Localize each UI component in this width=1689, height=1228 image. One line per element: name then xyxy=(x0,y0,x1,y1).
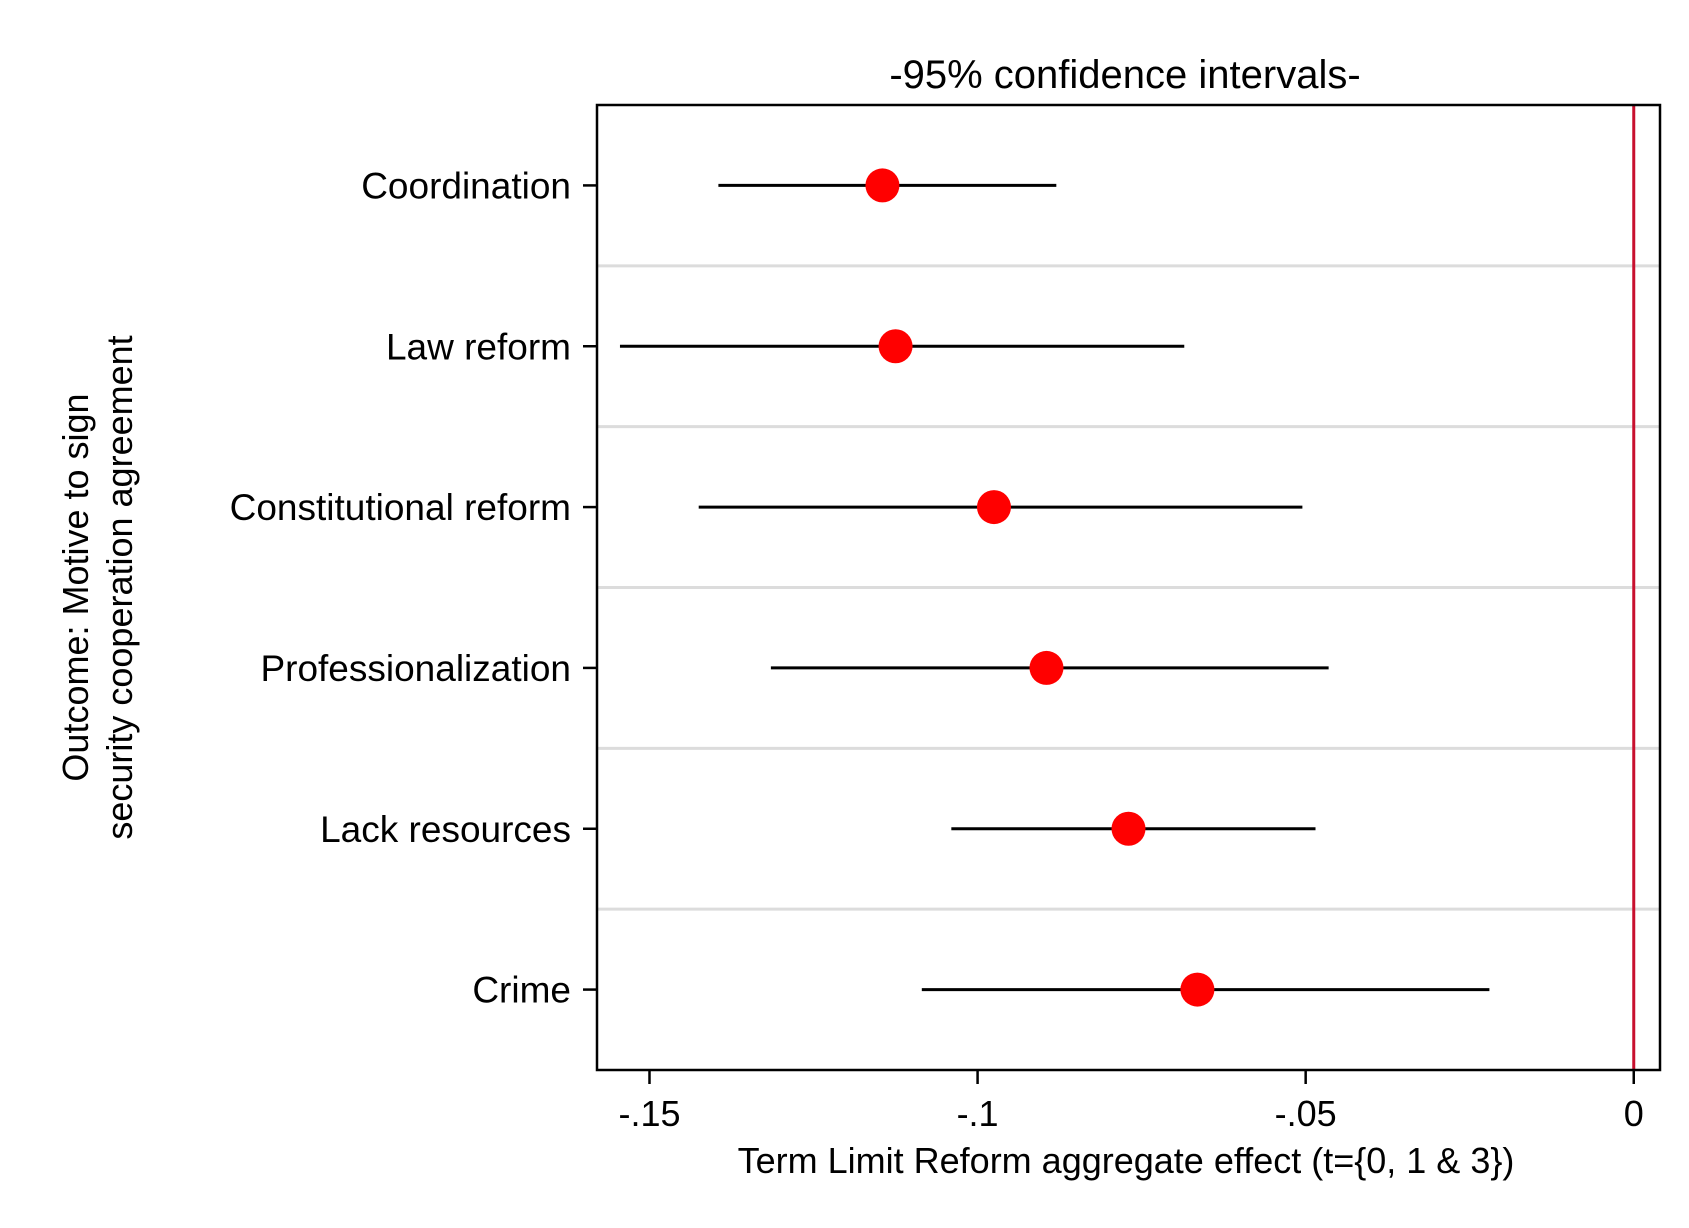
point-estimate xyxy=(865,168,900,203)
category-label: Coordination xyxy=(361,165,571,206)
point-estimate xyxy=(1029,650,1064,685)
x-tick-label: -.05 xyxy=(1275,1093,1337,1134)
point-estimate xyxy=(1111,811,1146,846)
x-tick-label: -.1 xyxy=(957,1093,999,1134)
x-axis-title: Term Limit Reform aggregate effect (t={0… xyxy=(738,1140,1515,1181)
category-label: Crime xyxy=(472,970,571,1011)
category-label: Law reform xyxy=(386,326,571,367)
point-estimate xyxy=(878,329,913,364)
y-axis-title-line-2: security cooperation agreement xyxy=(99,335,140,839)
category-label: Constitutional reform xyxy=(230,487,571,528)
point-estimate xyxy=(976,490,1011,525)
y-axis-title-line-1: Outcome: Motive to sign xyxy=(55,393,96,781)
point-estimate xyxy=(1180,972,1215,1007)
category-label: Lack resources xyxy=(320,809,571,850)
y-axis-title: Outcome: Motive to sign xyxy=(55,393,96,781)
x-tick-label: 0 xyxy=(1624,1093,1644,1134)
x-tick-label: -.15 xyxy=(618,1093,680,1134)
chart-title: -95% confidence intervals- xyxy=(889,53,1360,97)
category-label: Professionalization xyxy=(260,648,571,689)
y-axis-title-2: security cooperation agreement xyxy=(99,335,140,839)
plot-frame xyxy=(595,103,1662,1072)
